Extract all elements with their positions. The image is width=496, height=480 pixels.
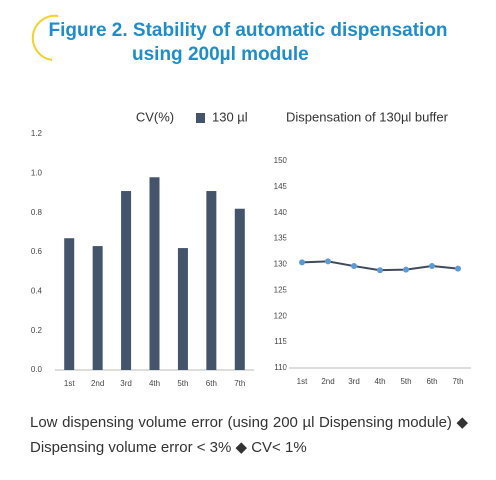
x-tick-label: 5th: [400, 377, 411, 386]
title-line2: using 200µl module: [132, 44, 309, 65]
x-tick-label: 5th: [177, 379, 188, 388]
point: [325, 258, 331, 265]
x-tick-label: 1st: [64, 379, 75, 388]
x-tick-label: 6th: [426, 377, 437, 386]
y-tick-label: 140: [274, 208, 288, 217]
y-tick-label: 1.0: [31, 168, 43, 177]
y-tick-label: 150: [274, 156, 288, 165]
y-tick-label: 110: [274, 363, 287, 372]
x-tick-label: 7th: [234, 379, 245, 388]
bar: [149, 177, 160, 370]
decor-arc: [31, 14, 59, 61]
x-tick-label: 2nd: [321, 377, 334, 386]
point: [429, 263, 435, 270]
legend-swatch: [196, 113, 205, 123]
y-tick-label: 115: [274, 337, 287, 346]
y-tick-label: 0.8: [31, 208, 43, 217]
y-tick-label: 125: [274, 285, 288, 294]
caption: Low dispensing volume error (using 200 µ…: [30, 414, 468, 456]
point: [299, 259, 305, 266]
point: [351, 263, 357, 270]
y-tick-label: 120: [274, 311, 288, 320]
x-tick-label: 3rd: [120, 379, 132, 388]
bar: [92, 246, 103, 370]
bar: [64, 238, 75, 370]
x-tick-label: 2nd: [91, 379, 104, 388]
y-tick-label: 0.2: [31, 326, 43, 335]
point: [455, 265, 461, 272]
y-tick-label: 135: [274, 234, 288, 243]
y-tick-label: 130: [274, 260, 288, 269]
point: [403, 266, 409, 273]
x-tick-label: 4th: [149, 379, 160, 388]
x-tick-label: 7th: [452, 377, 463, 386]
x-tick-label: 1st: [297, 377, 308, 386]
bar: [121, 191, 132, 370]
y-tick-label: 145: [274, 182, 288, 191]
x-tick-label: 4th: [374, 377, 385, 386]
point: [377, 267, 383, 274]
y-tick-label: 1.2: [31, 129, 43, 138]
legend-label: 130 µl: [212, 109, 248, 124]
y-tick-label: 0.4: [31, 286, 43, 295]
x-tick-label: 3rd: [348, 377, 360, 386]
bar: [206, 191, 217, 370]
y-tick-label: 0.0: [31, 365, 43, 374]
y-tick-label: 0.6: [31, 247, 43, 256]
bar: [234, 208, 245, 370]
title-line1: Figure 2. Stability of automatic dispens…: [48, 20, 447, 41]
chart-title: Dispensation of 130µl buffer: [286, 109, 449, 124]
x-tick-label: 6th: [206, 379, 217, 388]
y-axis-label: CV(%): [136, 109, 174, 124]
bar: [177, 248, 188, 370]
